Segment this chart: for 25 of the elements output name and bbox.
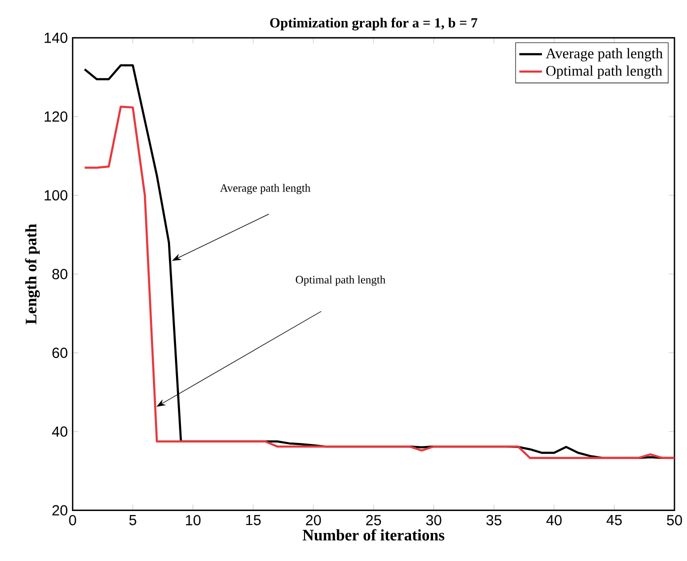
y-tick-label: 120 <box>44 111 68 122</box>
x-tick-label: 40 <box>546 515 562 526</box>
x-axis-title: Number of iterations <box>302 529 444 541</box>
x-tick-label: 25 <box>366 515 382 526</box>
x-tick-label: 15 <box>246 514 261 526</box>
annotation: Optimal path length <box>296 276 386 286</box>
y-axis-title: Length of path <box>25 224 40 324</box>
y-tick-label: 40 <box>52 426 68 437</box>
y-tick-label: 60 <box>52 348 68 358</box>
y-tick-label: 80 <box>52 268 68 280</box>
y-tick-label: 140 <box>44 32 68 43</box>
x-tick-label: 20 <box>306 515 321 526</box>
x-tick-label: 0 <box>69 515 76 526</box>
x-tick-label: 45 <box>606 514 622 526</box>
legend-label: Optimal path length <box>546 65 662 79</box>
chart-title: Optimization graph for a = 1, b = 7 <box>270 18 478 30</box>
y-tick-label: 100 <box>44 190 68 200</box>
y-tick-label: 20 <box>52 505 68 516</box>
x-tick-label: 10 <box>186 515 201 526</box>
annotation: Average path length <box>220 184 310 194</box>
legend-label: Average path length <box>546 48 663 62</box>
x-tick-label: 30 <box>426 515 442 526</box>
x-tick-label: 35 <box>486 515 502 526</box>
x-tick-label: 50 <box>666 515 682 526</box>
x-tick-label: 5 <box>129 514 136 526</box>
